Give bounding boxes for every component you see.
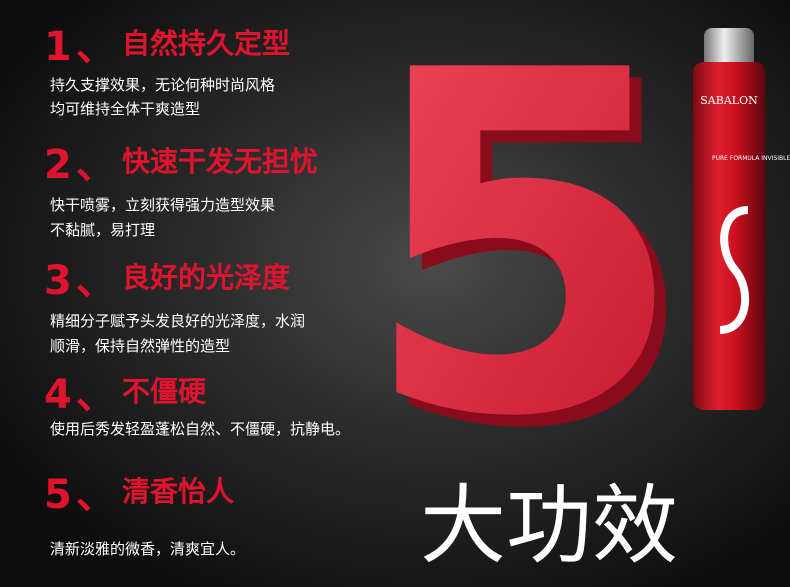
feature-text: 不黏腻，易打理 <box>50 221 156 239</box>
slogan: 大功效 <box>420 476 678 576</box>
feature-title: 自然持久定型 <box>122 27 291 60</box>
big-number: 5 <box>360 0 687 519</box>
feature-text: 快干喷雾，立刻获得强力造型效果 <box>50 196 276 214</box>
feature-text: 持久支撑效果，无论何种时尚风格 <box>50 76 276 94</box>
feature-number: 3、 <box>44 258 120 304</box>
feature-text: 均可维持全体干爽造型 <box>50 100 201 118</box>
feature-title: 快速干发无担忧 <box>122 145 319 178</box>
big-number-shadow: 5 <box>372 0 699 531</box>
can-body <box>693 62 765 410</box>
product-line: PURE FORMULA INVISIBLE HOLD <box>712 155 790 162</box>
brand: SABALON <box>700 94 758 107</box>
feature-text: 顺滑，保持自然弹性的造型 <box>50 337 231 355</box>
feature-title: 良好的光泽度 <box>122 261 291 294</box>
can-cap <box>704 28 754 68</box>
feature-title: 不僵硬 <box>122 375 207 408</box>
feature-title: 清香怡人 <box>122 475 235 508</box>
feature-text: 清新淡雅的微香，清爽宜人。 <box>50 540 246 558</box>
can-logo <box>719 206 750 334</box>
feature-text: 精细分子赋予头发良好的光泽度，水润 <box>50 312 306 330</box>
feature-text: 使用后秀发轻盈蓬松自然、不僵硬，抗静电。 <box>50 420 351 438</box>
feature-number: 5、 <box>44 472 120 518</box>
feature-number: 2、 <box>44 142 120 188</box>
feature-number: 1、 <box>44 24 120 70</box>
feature-number: 4、 <box>44 372 120 418</box>
